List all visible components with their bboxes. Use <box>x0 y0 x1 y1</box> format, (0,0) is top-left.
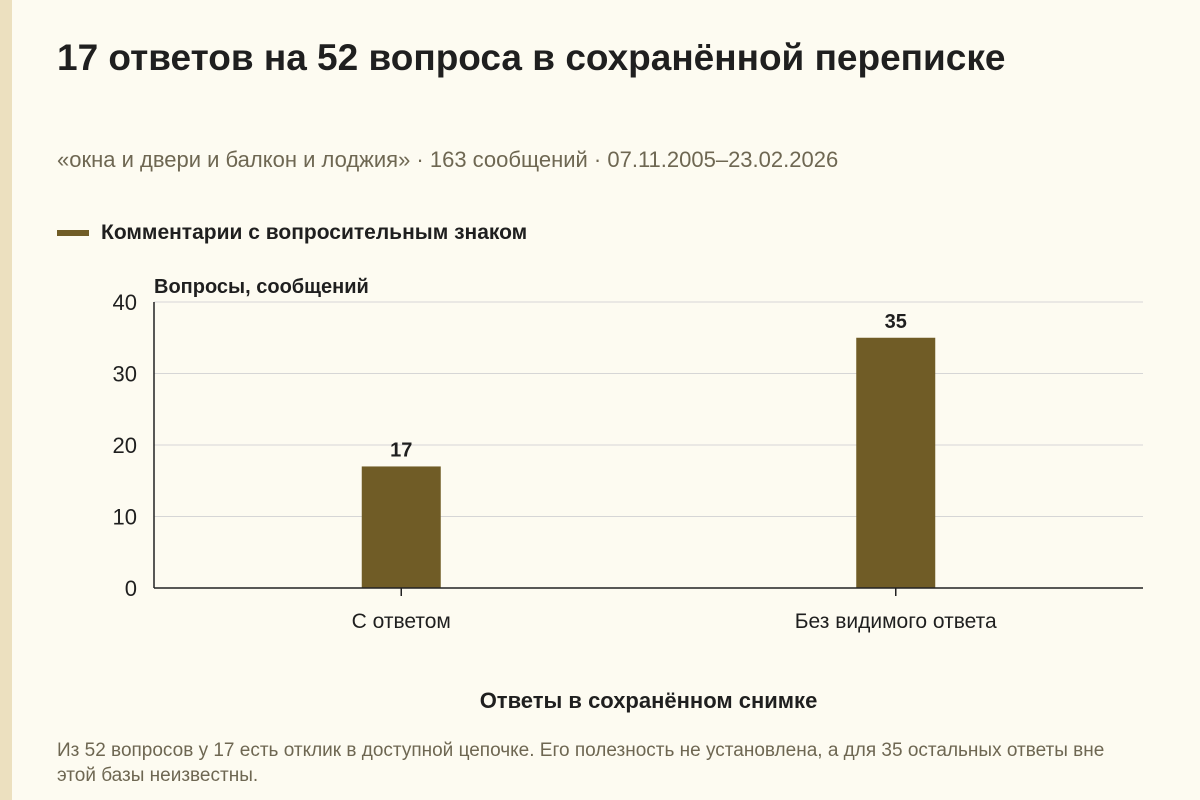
data-label: 35 <box>885 311 907 333</box>
y-tick-label: 40 <box>113 290 137 315</box>
footnote: Из 52 вопросов у 17 есть отклик в доступ… <box>57 740 1105 786</box>
y-tick-label: 20 <box>113 433 137 458</box>
bar <box>361 466 441 588</box>
chart-title: 17 ответов на 52 вопроса в сохранённой п… <box>57 37 1006 78</box>
data-label: 17 <box>390 439 412 461</box>
y-axis-label: Вопросы, сообщений <box>154 276 369 298</box>
y-tick-label: 10 <box>113 505 137 530</box>
x-tick-label: С ответом <box>352 610 451 633</box>
bar <box>856 337 936 588</box>
x-axis-label: Ответы в сохранённом снимке <box>480 688 818 713</box>
legend: Комментарии с вопросительным знаком <box>57 218 527 248</box>
y-tick-label: 0 <box>125 576 137 601</box>
legend-swatch <box>57 230 89 236</box>
left-accent-stripe <box>0 0 12 800</box>
legend-label: Комментарии с вопросительным знаком <box>101 221 528 244</box>
x-tick-label: Без видимого ответа <box>795 610 997 633</box>
y-tick-label: 30 <box>113 362 137 387</box>
chart-subtitle: «окна и двери и балкон и лоджия» · 163 с… <box>57 147 839 172</box>
